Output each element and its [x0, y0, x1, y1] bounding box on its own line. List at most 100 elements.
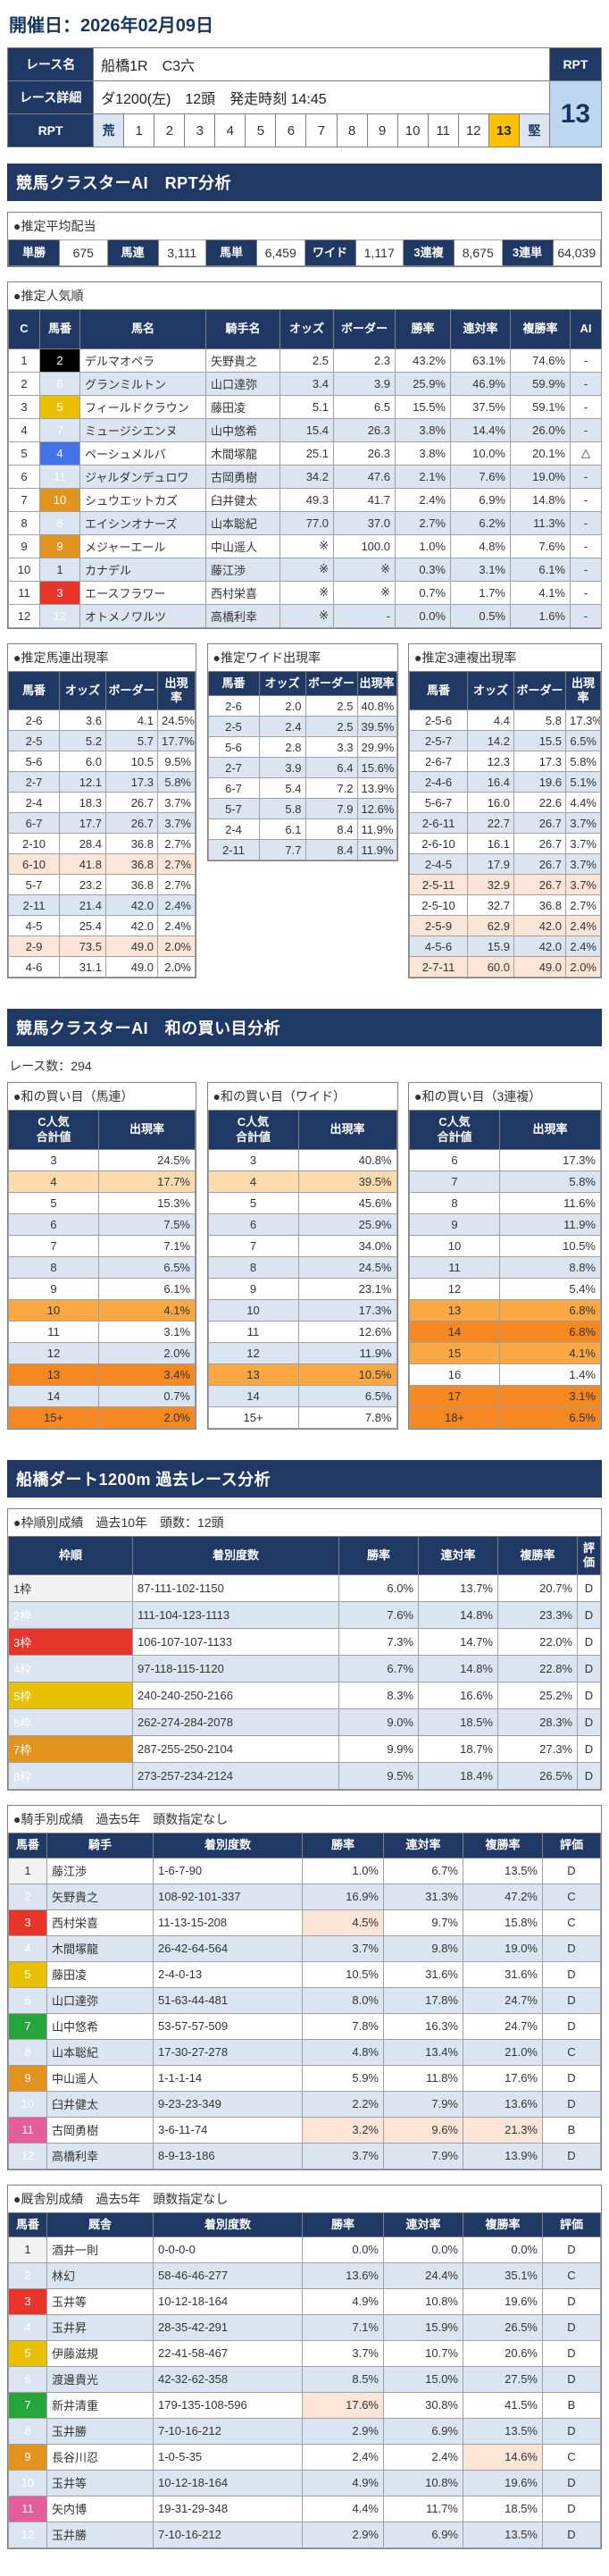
table-cell: 10	[207, 1298, 299, 1322]
table-cell: 25.2%	[497, 1682, 578, 1710]
table-cell: 10.5%	[499, 1234, 601, 1257]
table-cell: 8	[8, 1255, 99, 1279]
table-cell: 51-63-44-481	[153, 1986, 303, 2014]
frame-results-table: 枠順 着別度数 勝率 連対率 複勝率 評価 1枠 87-111-102-1150 6.0% 13.…	[8, 1535, 601, 1791]
table-cell: C	[542, 2443, 601, 2471]
table-cell: 藤江渉	[205, 557, 280, 582]
table-cell: 3	[8, 1148, 99, 1171]
table-cell: D	[577, 1655, 601, 1683]
table-cell: 2.9%	[302, 2521, 384, 2548]
table-cell: 14.8%	[510, 487, 571, 512]
table-cell: 3.1%	[499, 1384, 601, 1407]
table-cell: 41.5%	[463, 2391, 543, 2419]
frame-badge: 4枠	[8, 1655, 133, 1683]
table-cell: 26.7	[513, 874, 566, 896]
frame-results-title: ●枠順別成績 過去10年 頭数：12頭	[13, 1515, 224, 1530]
table-cell: 3.7%	[565, 812, 601, 835]
frame-results-panel: ●枠順別成績 過去10年 頭数：12頭 枠順 着別度数 勝率 連対率 複勝率 評価 1枠 87…	[7, 1507, 602, 1791]
rpt-scale-cell: 8	[336, 113, 368, 147]
table-cell: 2-5-6	[409, 709, 468, 732]
table-cell: 9.9%	[338, 1735, 419, 1764]
table-row: 3 玉井等 10-12-18-164 4.9% 10.8% 19.6% D	[8, 2287, 601, 2315]
table-cell: 14.4%	[450, 417, 511, 442]
table-row: 5 藤田凌 2-4-0-13 10.5% 31.6% 31.6% D	[8, 1960, 601, 1988]
table-cell: 45.6%	[297, 1191, 397, 1214]
table-cell: 26.5%	[497, 1762, 578, 1791]
table-row: 2-4-6 16.4 19.6 5.1%	[409, 771, 601, 793]
table-cell: 22-41-58-467	[153, 2339, 303, 2367]
payout-label: ワイド	[304, 239, 356, 267]
table-cell: 26.0%	[510, 417, 571, 442]
table-row: 8 11.6%	[409, 1191, 601, 1214]
table-row: 16 1.4%	[409, 1363, 601, 1386]
table-cell: D	[542, 2521, 601, 2548]
table-row: 8 玉井勝 7-10-16-212 2.9% 6.9% 13.5% D	[8, 2417, 601, 2445]
table-cell: 中山遥人	[205, 533, 280, 558]
table-cell: 5.9%	[302, 2064, 384, 2092]
wa-umaren-table: C人気 合計値 出現率 3 24.5% 4 17.7% 5 15.3% 6 7.5% 7 7.1% 8 6…	[8, 1110, 196, 1429]
table-cell: 25.9%	[297, 1212, 397, 1236]
table-cell: 3.7%	[157, 812, 196, 835]
frame-badge: 4	[8, 1934, 47, 1962]
table-cell: 7.9%	[383, 2142, 463, 2169]
table-row: 6 渡邊貴光 42-32-62-358 8.5% 15.0% 27.5% D	[8, 2365, 601, 2393]
table-cell: 15.6%	[356, 757, 397, 778]
frame-badge: 3枠	[8, 1628, 133, 1657]
table-cell: 32.9	[467, 874, 514, 896]
table-cell: 4.9%	[302, 2287, 384, 2315]
table-row: 5 15.3%	[8, 1191, 196, 1214]
table-cell: 13.4%	[383, 2038, 463, 2066]
table-cell: 13.6%	[302, 2261, 384, 2289]
table-cell: 240-240-250-2166	[132, 1682, 339, 1710]
table-cell: 0-0-0-0	[153, 2236, 303, 2263]
table-cell: 13	[409, 1298, 500, 1322]
rpt-scale-cell: 3	[184, 113, 216, 147]
table-row: 4 玉井昇 28-35-42-291 7.1% 15.9% 26.5% D	[8, 2313, 601, 2341]
table-row: 4 木間塚龍 26-42-64-564 3.7% 9.8% 19.0% D	[8, 1934, 601, 1962]
table-cell: 10.8%	[383, 2469, 463, 2496]
table-cell: 49.0	[105, 936, 158, 958]
table-cell: 15.4	[279, 417, 334, 442]
table-cell: 11	[8, 580, 40, 605]
frame-badge: 6	[8, 2365, 47, 2393]
table-cell: 5.2	[59, 730, 106, 752]
table-cell: 37.0	[333, 510, 396, 535]
table-cell: 6.9%	[383, 2417, 463, 2445]
table-cell: 4	[207, 1170, 299, 1193]
table-row: 7 山中悠希 53-57-57-509 7.8% 16.3% 24.7% D	[8, 2012, 601, 2040]
table-cell: -	[570, 557, 602, 582]
table-cell: 4-5	[8, 915, 60, 937]
frame-badge: 7枠	[8, 1735, 133, 1764]
table-cell: 15.8%	[463, 1909, 543, 1936]
stable-results-title: ●厩舎別成績 過去5年 頭数指定なし	[13, 2191, 229, 2206]
table-cell: 62.9	[467, 915, 514, 937]
header-row: 枠順 着別度数 勝率 連対率 複勝率 評価	[8, 1535, 601, 1576]
table-row: 18+ 6.5%	[409, 1405, 601, 1429]
column-header: 連対率	[418, 1535, 498, 1576]
table-row: 2-4 6.1 8.4 11.9%	[207, 818, 397, 840]
table-row: 2-4-5 17.9 26.7 3.7%	[409, 853, 601, 876]
table-cell: 1-6-7-90	[153, 1857, 303, 1884]
table-row: 7枠 287-255-250-2104 9.9% 18.7% 27.3% D	[8, 1735, 601, 1764]
column-header: 複勝率	[497, 1535, 578, 1576]
table-cell: 11.9%	[297, 1341, 397, 1364]
table-cell: 5.1	[279, 394, 334, 419]
table-row: 13 3.4%	[8, 1363, 196, 1386]
jockey-results-panel: ●騎手別成績 過去5年 頭数指定なし 馬番 騎手 着別度数 勝率 連対率 複勝率 評価 1 藤江…	[7, 1805, 602, 2170]
data-table: 馬番 オッズ ボーダー 出現率 2-5-6 4.4 5.8 17.3% 2-5-7 14.2 15.…	[409, 670, 601, 978]
table-cell: 10-12-18-164	[153, 2469, 303, 2496]
table-row: 13 6.8%	[409, 1298, 601, 1322]
table-cell: 6	[207, 1212, 299, 1236]
table-cell: 9	[207, 1277, 299, 1300]
table-row: 5-6-7 16.0 22.6 4.4%	[409, 792, 601, 814]
data-table: C馬番馬名騎手名オッズボーダー勝率連対率複勝率AI評価12デルマオペラ矢野貴之2…	[8, 309, 609, 628]
payout-title: ●推定平均配当	[13, 219, 96, 233]
table-cell: ※	[333, 557, 396, 582]
table-cell: 42.0	[513, 936, 566, 958]
table-cell: 西村栄喜	[205, 580, 280, 605]
table-cell: 179-135-108-596	[153, 2391, 303, 2419]
table-cell: D	[577, 1735, 601, 1764]
table-cell: 6.1%	[98, 1277, 196, 1300]
